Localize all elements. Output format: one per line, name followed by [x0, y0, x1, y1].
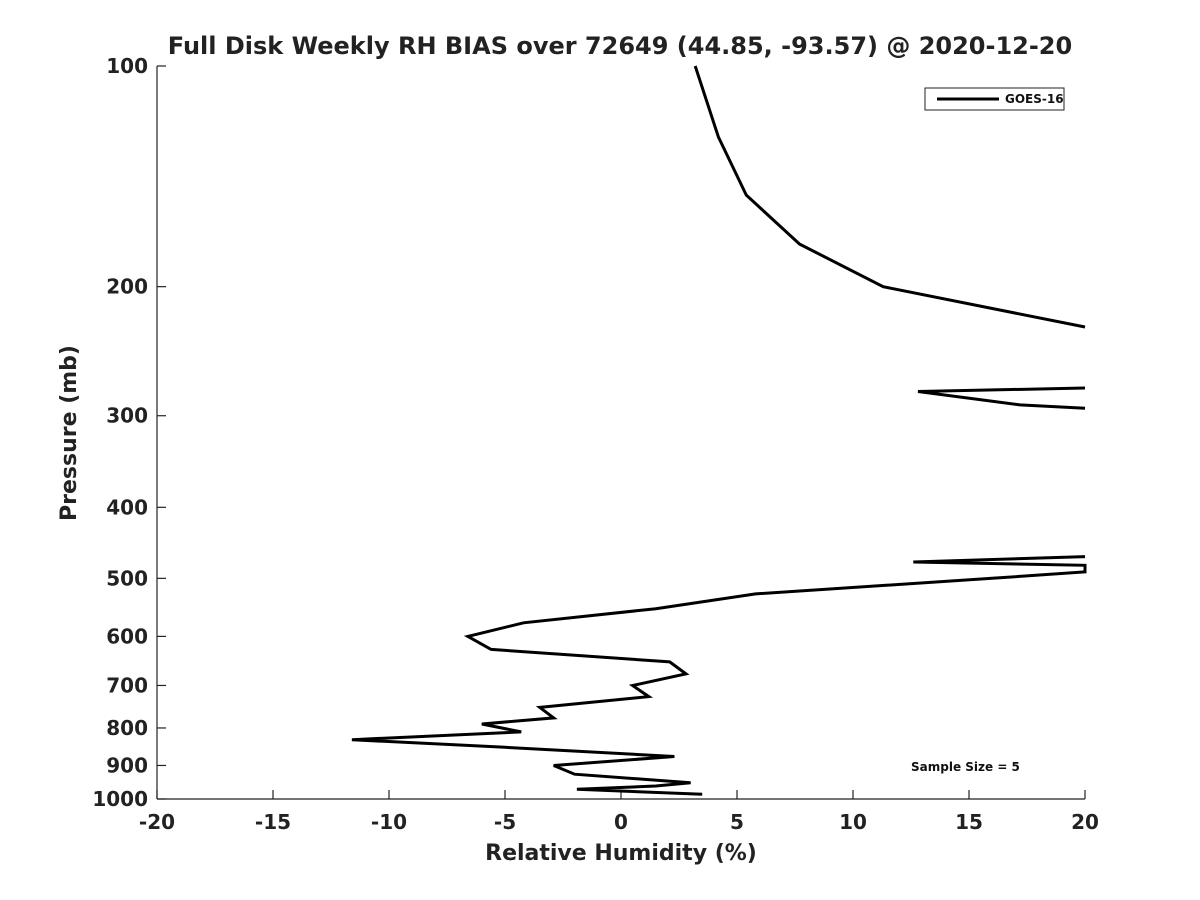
- y-tick-label: 600: [106, 624, 148, 648]
- y-tick-label: 200: [106, 275, 148, 299]
- y-tick-label: 100: [106, 54, 148, 78]
- sample-size-annotation: Sample Size = 5: [911, 760, 1020, 774]
- x-tick-label: 15: [955, 810, 983, 834]
- x-tick-label: -10: [371, 810, 407, 834]
- y-axis-label: Pressure (mb): [57, 345, 82, 521]
- axes: [156, 66, 1085, 800]
- y-tick-label: 500: [106, 566, 148, 590]
- x-tick-label: -5: [494, 810, 516, 834]
- y-tick-label: 400: [106, 495, 148, 519]
- x-tick-label: 20: [1071, 810, 1099, 834]
- legend-label: GOES-16: [1005, 92, 1064, 106]
- y-tick-label: 900: [106, 753, 148, 777]
- x-tick-label: 0: [614, 810, 628, 834]
- series-line-goes-16: [351, 65, 1087, 796]
- y-tick-label: 300: [106, 404, 148, 428]
- x-tick-label: -15: [255, 810, 291, 834]
- chart-title: Full Disk Weekly RH BIAS over 72649 (44.…: [168, 32, 1072, 60]
- x-tick-label: 5: [730, 810, 744, 834]
- tick-layer: -20 -15 -10 -5 0 5 10 15 20 100 200 300 400 500 600 700…: [92, 54, 1099, 834]
- series-layer: [351, 65, 1087, 796]
- y-tick-label: 700: [106, 673, 148, 697]
- y-tick-label: 800: [106, 716, 148, 740]
- x-axis-label: Relative Humidity (%): [485, 841, 757, 866]
- x-tick-label: -20: [139, 810, 175, 834]
- legend: GOES-16: [924, 87, 1065, 111]
- y-tick-label: 1000: [92, 787, 148, 811]
- x-tick-label: 10: [839, 810, 867, 834]
